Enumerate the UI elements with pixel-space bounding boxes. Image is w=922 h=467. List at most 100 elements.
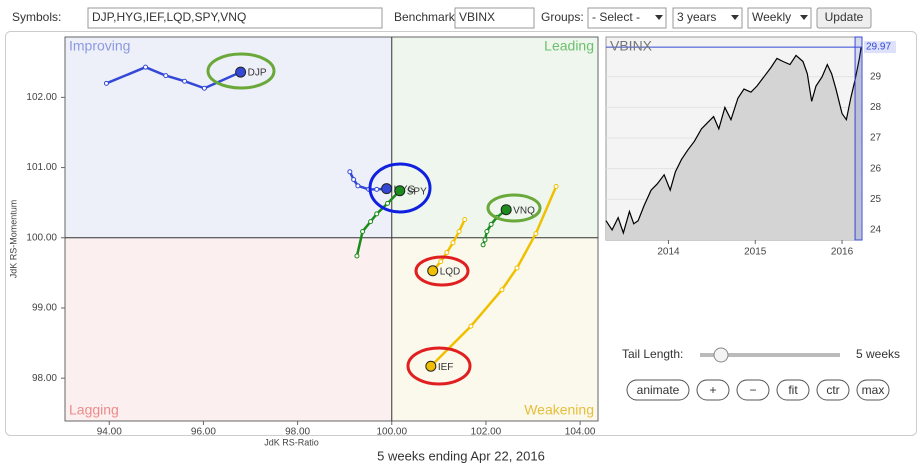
tail-point	[385, 200, 391, 206]
x-tick-label: 98.00	[285, 427, 310, 438]
control-button-text: −	[749, 383, 756, 397]
price-chart: 24 25 26 27 28 29 2014 2015 2016 29.97 VBINX	[605, 36, 896, 258]
update-button[interactable]	[816, 7, 872, 29]
button-row: animate + − fit ctr max	[626, 379, 890, 401]
control-button-text: fit	[788, 383, 798, 397]
x-tick-label: 94.00	[97, 427, 122, 438]
tail-point	[444, 250, 450, 256]
y-tick-label: 99.00	[32, 303, 57, 314]
quadrant-label: Lagging	[69, 402, 119, 418]
y-tick-label: 25	[870, 194, 882, 205]
highlight-ring	[206, 52, 276, 90]
control-button[interactable]	[696, 379, 730, 401]
tail-point	[438, 259, 444, 265]
price-line	[605, 47, 862, 235]
tail-point	[468, 323, 474, 329]
tail-point	[351, 177, 357, 183]
period-select[interactable]	[672, 7, 743, 29]
slider-thumb[interactable]	[713, 347, 729, 363]
last-value-bg	[864, 41, 896, 54]
x-tick-label: 2016	[831, 247, 854, 258]
tail-line	[355, 189, 401, 257]
y-tick-label: 24	[870, 225, 882, 236]
tail-point	[553, 184, 559, 190]
y-tick-label: 27	[870, 133, 882, 144]
tail-point	[163, 73, 169, 79]
tail-point	[368, 219, 374, 225]
series-label: SPY	[407, 186, 427, 197]
tail-length-label: Tail Length:	[622, 347, 683, 361]
series-label: VNQ	[513, 205, 535, 216]
control-button-text: ctr	[826, 383, 839, 397]
plot-frame	[64, 36, 599, 422]
x-tick-label: 102.00	[471, 427, 502, 438]
control-button[interactable]	[776, 379, 810, 401]
y-tick-label: 102.00	[26, 92, 57, 103]
tail-point	[143, 64, 149, 70]
period-value: 3 years	[677, 10, 716, 24]
y-tick-label: 100.00	[26, 232, 57, 243]
tail-length-value: 5 weeks	[856, 347, 900, 361]
y-tick-label: 98.00	[32, 373, 57, 384]
tail-point	[456, 228, 462, 234]
benchmark-label: Benchmark:	[394, 10, 458, 24]
tail-point	[347, 169, 353, 175]
x-tick-label: 104.00	[565, 427, 596, 438]
highlight-ring	[414, 255, 470, 287]
tail-point	[354, 253, 360, 259]
head-point	[381, 183, 393, 195]
control-button-text: max	[862, 383, 885, 397]
quadrant-label: Improving	[69, 38, 130, 54]
x-tick-label: 100.00	[376, 427, 407, 438]
tail-point	[182, 78, 188, 84]
quadrant-label: Leading	[544, 38, 594, 54]
tail-point	[360, 228, 366, 234]
head-point	[394, 185, 406, 197]
series-label: IEF	[438, 362, 454, 373]
footer: 5 weeks ending Apr 22, 2016	[377, 448, 545, 463]
head-point	[425, 360, 437, 372]
dropdown-arrow	[731, 15, 739, 20]
quadrant-label: Weakening	[524, 402, 594, 418]
tail-point	[201, 85, 207, 91]
groups-label: Groups:	[541, 10, 584, 24]
head-point	[427, 265, 439, 277]
frequency-select[interactable]	[747, 7, 812, 29]
x-tick-label: 2015	[744, 247, 767, 258]
tail-line	[429, 186, 558, 368]
update-text: Update	[825, 10, 864, 24]
tail-point	[462, 217, 468, 223]
symbols-label: Symbols:	[12, 10, 61, 24]
tail-line	[105, 65, 242, 90]
tail-point	[374, 211, 380, 217]
dropdown-arrow	[800, 15, 808, 20]
control-button[interactable]	[816, 379, 850, 401]
y-tick-label: 26	[870, 163, 882, 174]
quadrant	[65, 237, 392, 421]
dropdown-arrow	[655, 15, 663, 20]
y-tick-label: 28	[870, 102, 882, 113]
chart-title: VBINX	[610, 38, 653, 54]
y-tick-label: 29	[870, 71, 882, 82]
series-label: DJP	[248, 68, 267, 79]
highlight-ring	[368, 162, 432, 214]
tail-point	[482, 237, 488, 243]
head-point	[235, 66, 247, 78]
tail-point	[514, 265, 520, 271]
control-button[interactable]	[626, 379, 690, 401]
series-label: LQD	[440, 266, 461, 277]
tail-point	[450, 240, 456, 246]
tail-point	[355, 183, 361, 189]
groups-select[interactable]	[587, 7, 667, 29]
tail-point	[480, 242, 486, 248]
control-button[interactable]	[856, 379, 890, 401]
quadrant	[391, 37, 598, 238]
last-value-label: 29.97	[866, 42, 891, 53]
benchmark-input[interactable]	[454, 7, 535, 29]
symbols-input[interactable]	[87, 7, 383, 29]
highlight-ring	[486, 193, 542, 223]
tail-point	[499, 287, 505, 293]
control-button[interactable]	[736, 379, 770, 401]
x-tick-label: 96.00	[191, 427, 216, 438]
